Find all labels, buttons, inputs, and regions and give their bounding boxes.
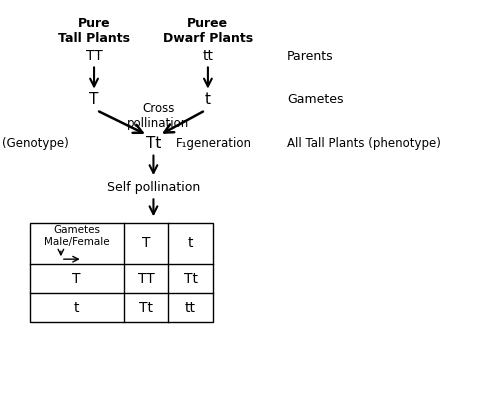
Text: (Genotype): (Genotype) <box>2 137 69 150</box>
Text: TT: TT <box>86 49 102 63</box>
Text: Tt: Tt <box>139 301 153 315</box>
Text: TT: TT <box>138 272 154 286</box>
Text: tt: tt <box>202 49 213 63</box>
Bar <box>30 223 213 322</box>
Text: T: T <box>142 236 150 250</box>
Text: tt: tt <box>185 301 196 315</box>
Text: T: T <box>72 272 81 286</box>
Text: Tt: Tt <box>146 136 161 151</box>
Text: Self pollination: Self pollination <box>107 181 200 194</box>
Text: Pure
Tall Plants: Pure Tall Plants <box>58 17 130 45</box>
Text: Cross
pollination: Cross pollination <box>127 102 190 130</box>
Text: Tt: Tt <box>184 272 198 286</box>
Text: Parents: Parents <box>287 50 334 63</box>
Text: t: t <box>74 301 80 315</box>
Text: t: t <box>205 92 211 107</box>
Text: T: T <box>90 92 99 107</box>
Text: Gametes: Gametes <box>287 93 344 106</box>
Text: Gametes
Male/Female: Gametes Male/Female <box>44 225 109 247</box>
Text: All Tall Plants (phenotype): All Tall Plants (phenotype) <box>287 137 441 150</box>
Text: F₁generation: F₁generation <box>176 137 252 150</box>
Text: Puree
Dwarf Plants: Puree Dwarf Plants <box>163 17 253 45</box>
Text: t: t <box>188 236 194 250</box>
